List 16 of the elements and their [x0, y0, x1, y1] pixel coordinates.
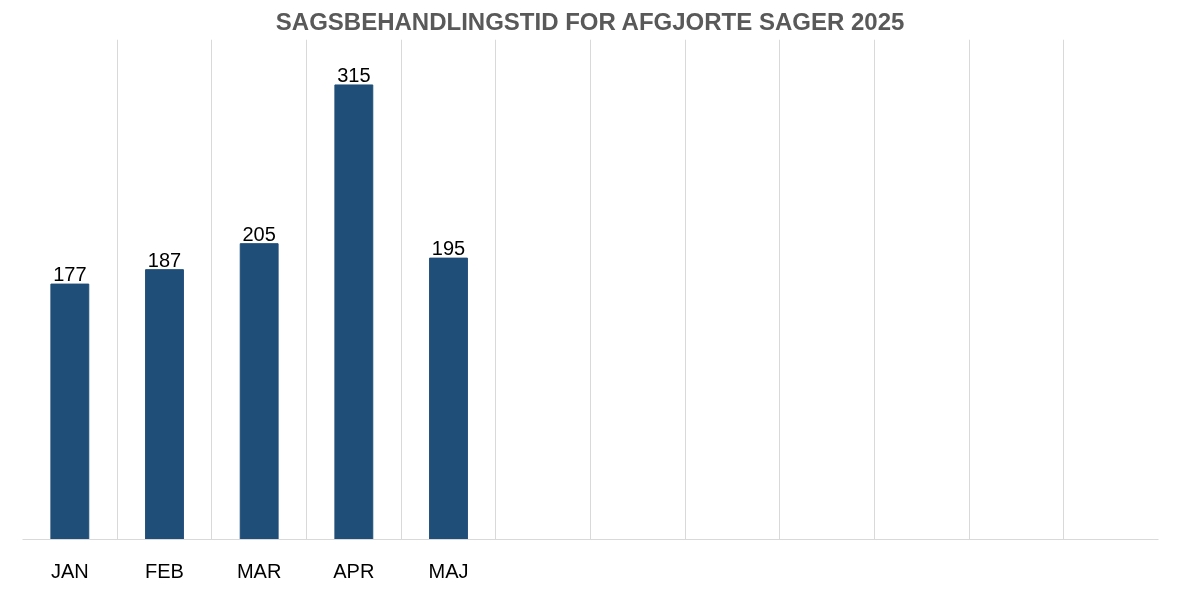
bar [50, 283, 90, 540]
bar [429, 257, 468, 540]
bar [145, 269, 184, 540]
data-label: 187 [147, 248, 182, 271]
data-label: 205 [242, 222, 276, 245]
bar [239, 243, 279, 540]
x-tick-label: JAN [50, 559, 89, 582]
x-tick-label: APR [333, 559, 375, 582]
x-tick-label: FEB [145, 559, 184, 582]
data-label: 177 [53, 263, 87, 286]
data-label: 195 [431, 237, 466, 260]
x-tick-label: MAR [236, 559, 282, 582]
x-tick-label: MAJ [428, 559, 469, 582]
bar [334, 84, 374, 540]
chart-title: SAGSBEHANDLINGSTID FOR AFGJORTE SAGER 2025 [275, 7, 905, 35]
data-label: 315 [337, 63, 371, 86]
